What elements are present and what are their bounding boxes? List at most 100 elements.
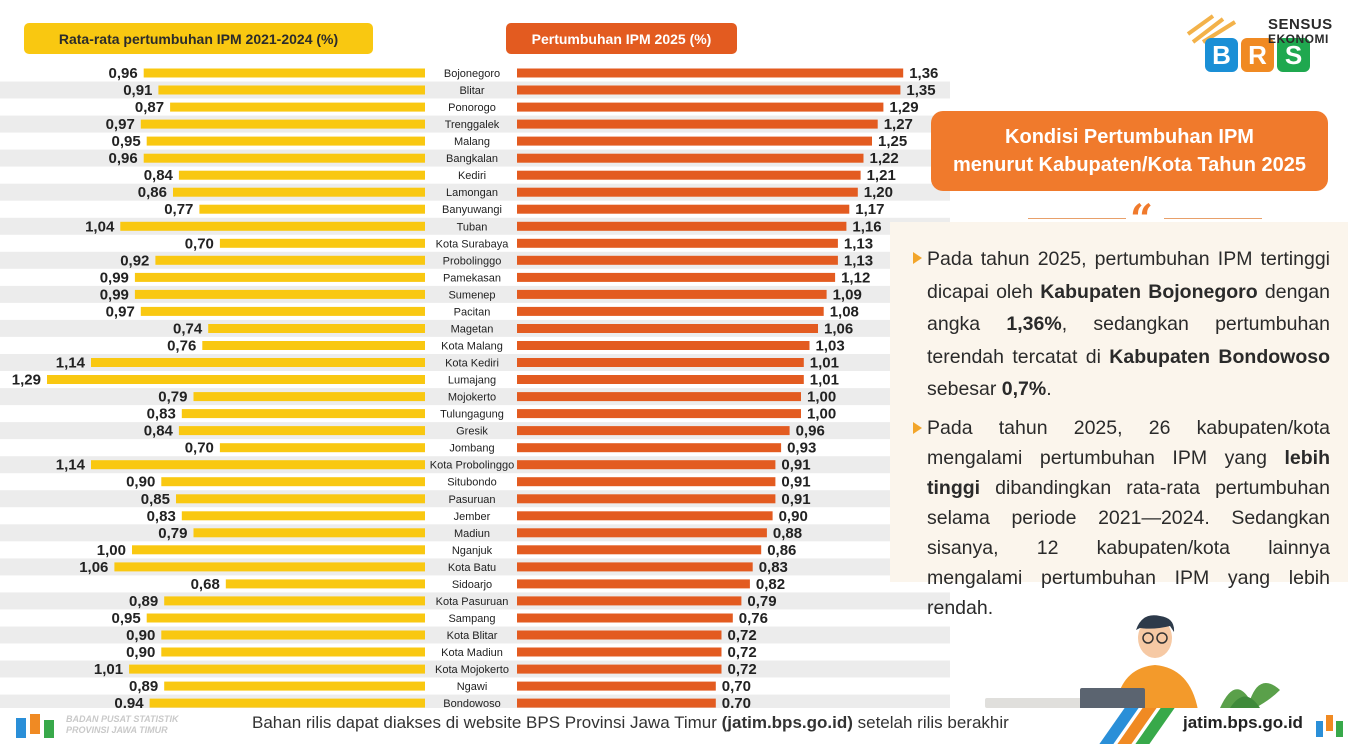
data-label-growth-2025: 1,08 [830,303,859,320]
bar-average [132,545,425,555]
data-label-average: 1,01 [94,661,123,678]
category-label: Blitar [459,85,484,97]
data-label-average: 0,97 [106,303,135,320]
category-label: Kota Blitar [447,630,498,642]
logo-letter-s: S [1277,38,1310,72]
category-label: Kota Mojokerto [435,664,509,676]
bar-average [161,630,426,640]
category-label: Pamekasan [443,272,501,284]
title-line1: Kondisi Pertumbuhan IPM [1005,126,1254,148]
data-label-average: 0,97 [106,116,135,133]
bps-caption-line2: PROVINSI JAWA TIMUR [66,725,168,735]
data-label-growth-2025: 0,70 [722,678,751,695]
data-label-average: 0,91 [123,82,152,99]
category-label: Trenggalek [445,119,500,131]
category-label: Probolinggo [443,255,502,267]
data-label-average: 0,70 [185,440,214,457]
bar-average [164,681,425,691]
data-label-growth-2025: 0,93 [787,440,816,457]
data-label-growth-2025: 1,13 [844,252,873,269]
data-label-growth-2025: 1,01 [810,355,839,372]
data-label-growth-2025: 1,17 [855,201,884,218]
bar-growth-2025 [517,528,767,538]
data-label-average: 0,90 [126,644,155,661]
bar-average [140,119,426,129]
footer-url[interactable]: jatim.bps.go.id [1183,713,1303,732]
data-label-average: 0,94 [114,695,144,712]
bar-growth-2025 [517,596,742,606]
category-label: Tuban [457,221,488,233]
bar-growth-2025 [517,392,801,402]
data-label-growth-2025: 0,83 [759,559,788,576]
bar-average [199,204,425,214]
bar-average [219,238,425,248]
bar-average [161,477,426,487]
data-label-average: 1,06 [79,559,108,576]
data-label-growth-2025: 0,72 [728,644,757,661]
data-label-average: 1,14 [56,355,86,372]
data-label-growth-2025: 0,72 [728,627,757,644]
data-label-growth-2025: 0,86 [767,542,796,559]
data-label-average: 0,86 [138,184,167,201]
category-label: Jombang [449,443,494,455]
bar-average [47,375,425,384]
data-label-growth-2025: 0,79 [747,593,776,610]
bar-average [202,341,425,350]
bar-average [219,443,425,453]
data-label-average: 0,83 [147,406,176,423]
bar-growth-2025 [517,306,824,316]
bar-average [140,306,426,316]
bar-growth-2025 [517,221,847,231]
legend-growth-2025: Pertumbuhan IPM 2025 (%) [506,23,737,54]
bps-corner-logo-icon [1316,715,1343,737]
category-label: Sidoarjo [452,579,492,591]
data-label-average: 0,95 [111,133,140,150]
bar-average [146,136,425,146]
bar-growth-2025 [517,238,838,248]
data-label-average: 0,99 [100,286,129,303]
data-label-average: 1,14 [56,457,86,474]
bar-growth-2025 [517,630,722,640]
quote-divider-left [1028,218,1126,219]
brs-sensus-ekonomi-logo: B R S SENSUS EKONOMI [1183,14,1343,96]
bullet-icon [913,252,922,264]
desk-illustration [985,698,1085,708]
data-label-growth-2025: 0,70 [722,695,751,712]
data-label-average: 0,90 [126,474,155,491]
bar-growth-2025 [517,272,836,282]
bps-logo-icon [16,714,54,738]
logo-line1: SENSUS [1268,16,1333,33]
bps-caption-line1: BADAN PUSAT STATISTIK [66,714,179,724]
bar-growth-2025 [517,647,722,657]
data-label-average: 0,83 [147,508,176,525]
category-label: Sampang [448,613,495,625]
data-label-growth-2025: 0,90 [779,508,808,525]
bar-growth-2025 [517,68,904,78]
legend-average-2021-2024: Rata-rata pertumbuhan IPM 2021-2024 (%) [24,23,373,54]
bar-growth-2025 [517,664,722,674]
data-label-average: 1,00 [97,542,126,559]
data-label-growth-2025: 0,76 [739,610,768,627]
category-label: Kota Madiun [441,647,503,659]
bar-average [164,596,425,606]
summary-paragraph-1: Pada tahun 2025, pertumbuhan IPM terting… [927,248,1330,400]
data-label-average: 0,95 [111,610,140,627]
category-label: Bojonegoro [444,68,500,80]
title-line2: menurut Kabupaten/Kota Tahun 2025 [952,154,1306,176]
bar-average [143,68,425,78]
bar-average [225,579,425,589]
data-label-average: 0,68 [191,576,220,593]
bar-growth-2025 [517,545,762,555]
data-label-growth-2025: 1,12 [841,269,870,286]
logo-letter-b: B [1205,38,1238,72]
bar-average [181,511,425,521]
category-label: Lumajang [448,375,496,387]
bar-average [149,698,425,708]
data-label-growth-2025: 0,96 [796,423,825,440]
bar-growth-2025 [517,409,801,419]
bar-average [155,255,425,265]
bar-growth-2025 [517,255,838,265]
data-label-growth-2025: 1,06 [824,321,853,338]
data-label-growth-2025: 1,36 [909,65,938,82]
